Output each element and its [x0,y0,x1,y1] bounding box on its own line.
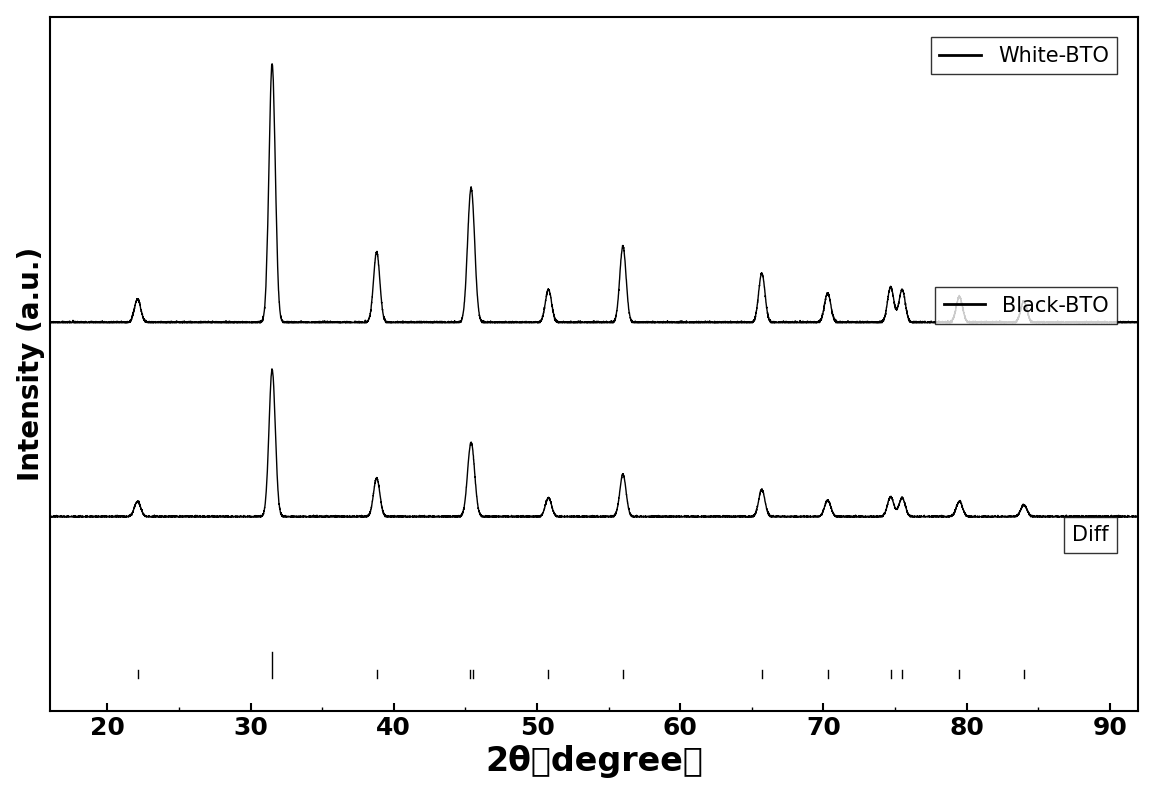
Legend: Diff: Diff [1064,517,1117,553]
X-axis label: 2θ（degree）: 2θ（degree） [485,746,703,778]
Y-axis label: Intensity (a.u.): Intensity (a.u.) [16,246,45,481]
